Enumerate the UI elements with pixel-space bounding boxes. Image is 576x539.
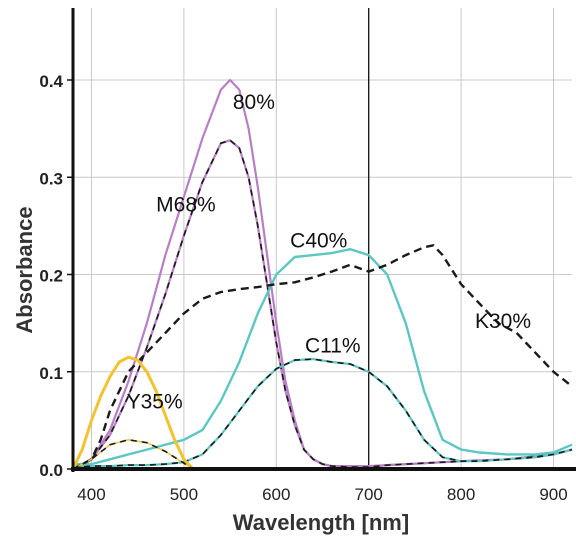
x-tick-label: 700 [355, 485, 383, 504]
x-tick-label: 800 [447, 485, 475, 504]
series-label-80pct: 80% [233, 91, 275, 114]
y-tick-label: 0.2 [39, 267, 63, 286]
series-overlay-c11pct [72, 358, 573, 468]
x-tick-label: 600 [262, 485, 290, 504]
series-line-c40pct [73, 248, 573, 466]
y-axis-title: Absorbance [12, 206, 37, 333]
series-line-k30pct [72, 244, 573, 471]
series-label-k30pct: K30% [475, 310, 531, 333]
series-line-y35pct [71, 355, 195, 471]
series-lines [71, 78, 573, 471]
axes: 0.0 0.1 0.2 0.3 0.4 400 500 600 700 800 900 [39, 8, 576, 504]
y-tick-label: 0.0 [39, 461, 63, 480]
x-tick-label: 900 [539, 485, 567, 504]
grid [73, 8, 572, 469]
labels: 80% M68% C40% C11% K30% Y35% [127, 91, 531, 414]
series-label-m68pct: M68% [156, 193, 216, 216]
x-axis-title: Wavelength [nm] [233, 510, 409, 535]
series-label-c40pct: C40% [290, 229, 347, 252]
x-tick-label: 500 [170, 485, 198, 504]
series-label-y35pct: Y35% [127, 391, 183, 414]
series-line-m68pct [72, 139, 573, 470]
y-tick-label: 0.1 [39, 364, 63, 383]
series-overlay-m68pct [72, 139, 573, 470]
x-tick-label: 400 [77, 485, 105, 504]
y-tick-label: 0.3 [39, 169, 63, 188]
series-label-c11pct: C11% [305, 334, 361, 357]
y-tick-label: 0.4 [39, 72, 63, 91]
series-overlay-y35-light-6 [72, 438, 194, 470]
